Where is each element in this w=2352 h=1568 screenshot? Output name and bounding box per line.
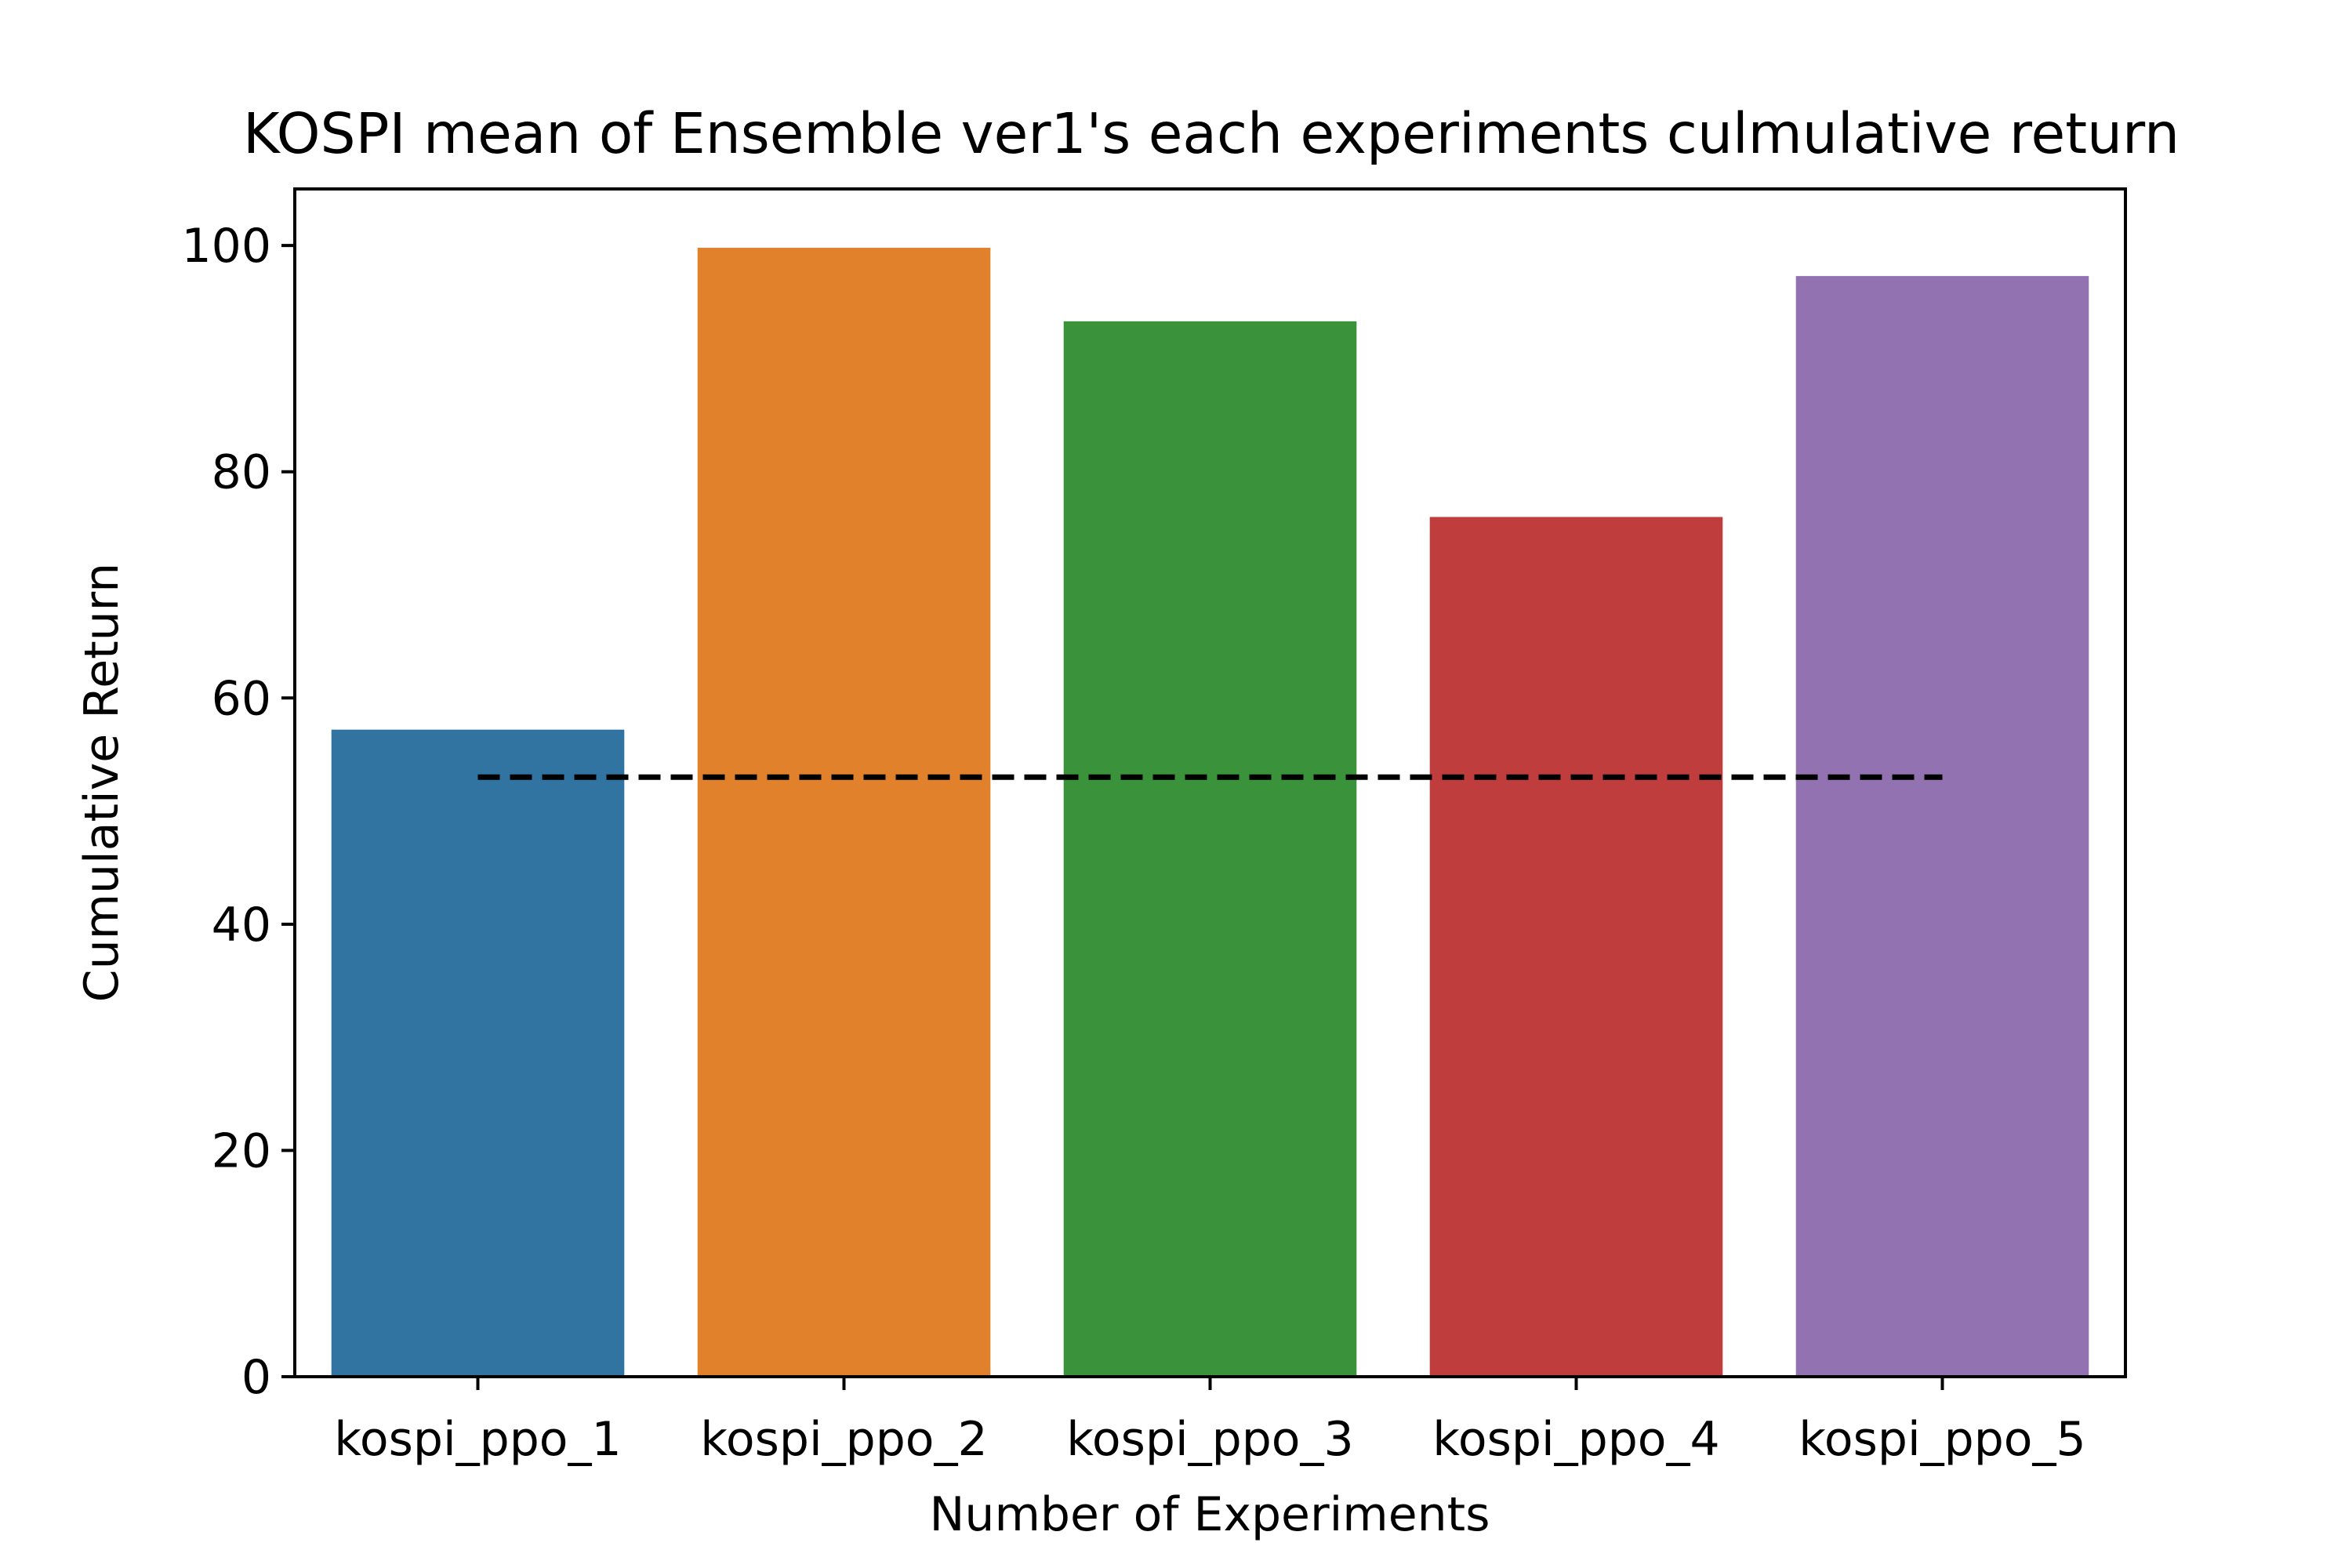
x-axis-label: Number of Experiments <box>930 1487 1490 1542</box>
y-tick-label: 100 <box>181 219 271 274</box>
bar-kospi_ppo_4 <box>1429 517 1723 1377</box>
x-axis: kospi_ppo_1 kospi_ppo_2 kospi_ppo_3 kospi_p… <box>334 1377 2086 1467</box>
bar-kospi_ppo_1 <box>331 729 625 1377</box>
y-tick-label: 40 <box>212 898 271 953</box>
x-tick-label: kospi_ppo_4 <box>1432 1412 1719 1467</box>
y-tick-label: 80 <box>212 445 271 500</box>
chart-title: KOSPI mean of Ensemble ver1's each exper… <box>243 101 2180 166</box>
y-tick-label: 20 <box>212 1123 271 1178</box>
y-axis: 0 20 40 60 80 100 <box>181 219 295 1405</box>
y-axis-label: Cumulative Return <box>74 563 129 1003</box>
x-tick-label: kospi_ppo_1 <box>334 1412 621 1467</box>
plot-frame <box>293 187 2127 1378</box>
x-tick-label: kospi_ppo_2 <box>700 1412 987 1467</box>
x-tick-label: kospi_ppo_3 <box>1066 1412 1353 1467</box>
bar-kospi_ppo_2 <box>697 248 991 1377</box>
x-tick-label: kospi_ppo_5 <box>1798 1412 2085 1467</box>
bar-group <box>331 248 2089 1377</box>
bar-kospi_ppo_3 <box>1063 321 1357 1377</box>
bar-kospi_ppo_5 <box>1795 276 2089 1377</box>
y-tick-label: 60 <box>212 671 271 726</box>
y-tick-label: 0 <box>241 1350 271 1405</box>
